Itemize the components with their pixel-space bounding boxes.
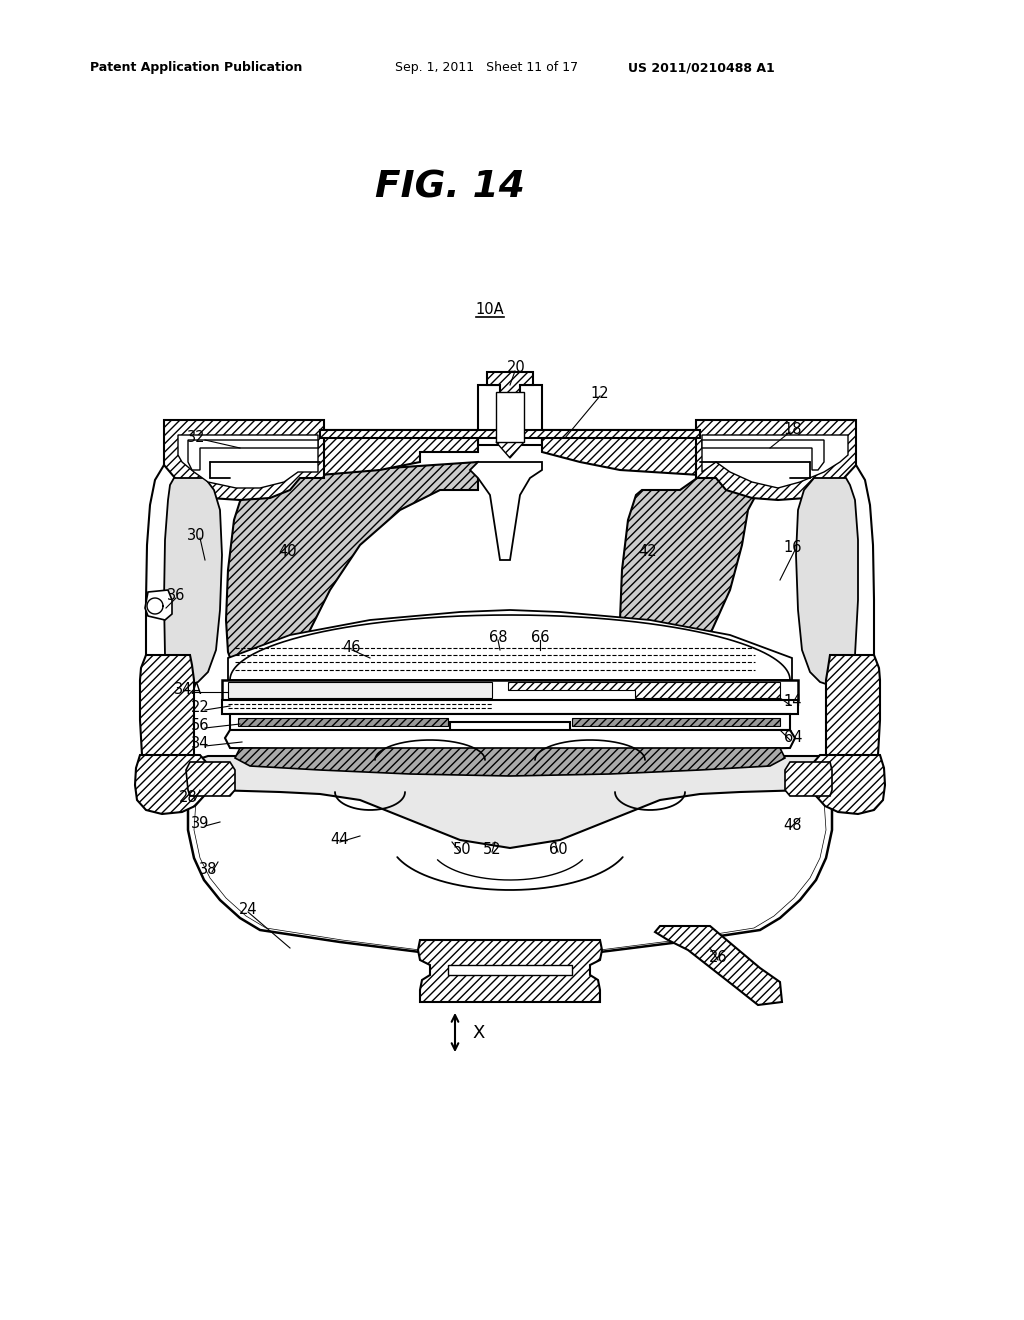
Polygon shape bbox=[319, 430, 700, 438]
Text: 10A: 10A bbox=[476, 302, 504, 318]
Polygon shape bbox=[702, 440, 824, 470]
Text: 46: 46 bbox=[343, 640, 361, 656]
Text: 34A: 34A bbox=[174, 682, 202, 697]
Text: 24: 24 bbox=[239, 903, 257, 917]
Polygon shape bbox=[140, 655, 194, 775]
Polygon shape bbox=[194, 756, 828, 847]
Text: 26: 26 bbox=[709, 950, 727, 965]
Text: 42: 42 bbox=[639, 544, 657, 560]
Polygon shape bbox=[572, 718, 780, 726]
Polygon shape bbox=[449, 965, 572, 975]
Polygon shape bbox=[225, 730, 795, 756]
Polygon shape bbox=[222, 700, 798, 714]
Polygon shape bbox=[188, 440, 318, 470]
Polygon shape bbox=[228, 682, 492, 698]
Polygon shape bbox=[164, 478, 222, 686]
Polygon shape bbox=[234, 748, 785, 776]
Polygon shape bbox=[319, 430, 478, 475]
Text: 32: 32 bbox=[186, 430, 205, 446]
Polygon shape bbox=[164, 420, 324, 500]
Text: FIG. 14: FIG. 14 bbox=[375, 170, 525, 206]
Text: 48: 48 bbox=[783, 818, 802, 833]
Text: 68: 68 bbox=[488, 631, 507, 645]
Polygon shape bbox=[230, 714, 790, 730]
Text: 28: 28 bbox=[178, 791, 198, 805]
Polygon shape bbox=[194, 789, 826, 954]
Text: 39: 39 bbox=[190, 817, 209, 832]
Polygon shape bbox=[620, 462, 818, 686]
Text: 50: 50 bbox=[453, 842, 471, 858]
Polygon shape bbox=[222, 680, 798, 700]
Text: 44: 44 bbox=[331, 833, 349, 847]
Text: 20: 20 bbox=[507, 360, 525, 375]
Polygon shape bbox=[478, 385, 542, 445]
Polygon shape bbox=[186, 762, 234, 796]
Polygon shape bbox=[487, 372, 534, 436]
Text: 36: 36 bbox=[167, 589, 185, 603]
Polygon shape bbox=[542, 430, 700, 475]
Polygon shape bbox=[702, 436, 848, 488]
Polygon shape bbox=[785, 762, 831, 796]
Polygon shape bbox=[796, 478, 858, 686]
Text: X: X bbox=[472, 1024, 484, 1041]
Polygon shape bbox=[826, 465, 874, 690]
Text: 52: 52 bbox=[482, 842, 502, 858]
Polygon shape bbox=[188, 785, 831, 956]
Polygon shape bbox=[145, 590, 172, 620]
Text: 18: 18 bbox=[783, 422, 802, 437]
Text: 40: 40 bbox=[279, 544, 297, 560]
Text: 64: 64 bbox=[783, 730, 802, 746]
Polygon shape bbox=[470, 462, 542, 560]
Text: 22: 22 bbox=[190, 701, 209, 715]
Polygon shape bbox=[238, 718, 449, 726]
Polygon shape bbox=[655, 927, 782, 1005]
Polygon shape bbox=[228, 610, 792, 680]
Polygon shape bbox=[135, 755, 208, 814]
Text: 30: 30 bbox=[186, 528, 205, 543]
Text: 16: 16 bbox=[783, 540, 802, 556]
Text: 12: 12 bbox=[591, 385, 609, 400]
Text: 34: 34 bbox=[190, 737, 209, 751]
Polygon shape bbox=[202, 462, 478, 686]
Text: Sep. 1, 2011   Sheet 11 of 17: Sep. 1, 2011 Sheet 11 of 17 bbox=[395, 62, 579, 74]
Text: 60: 60 bbox=[549, 842, 567, 858]
Text: 38: 38 bbox=[199, 862, 217, 878]
Polygon shape bbox=[826, 655, 880, 775]
Text: 56: 56 bbox=[190, 718, 209, 734]
Polygon shape bbox=[508, 682, 780, 698]
Text: 14: 14 bbox=[783, 694, 802, 710]
Polygon shape bbox=[496, 442, 524, 458]
Polygon shape bbox=[418, 940, 602, 1002]
Text: 66: 66 bbox=[530, 631, 549, 645]
Text: US 2011/0210488 A1: US 2011/0210488 A1 bbox=[628, 62, 775, 74]
Polygon shape bbox=[696, 420, 856, 500]
Polygon shape bbox=[178, 436, 318, 488]
Polygon shape bbox=[812, 755, 885, 814]
Text: Patent Application Publication: Patent Application Publication bbox=[90, 62, 302, 74]
Polygon shape bbox=[146, 465, 194, 690]
Polygon shape bbox=[496, 392, 524, 442]
